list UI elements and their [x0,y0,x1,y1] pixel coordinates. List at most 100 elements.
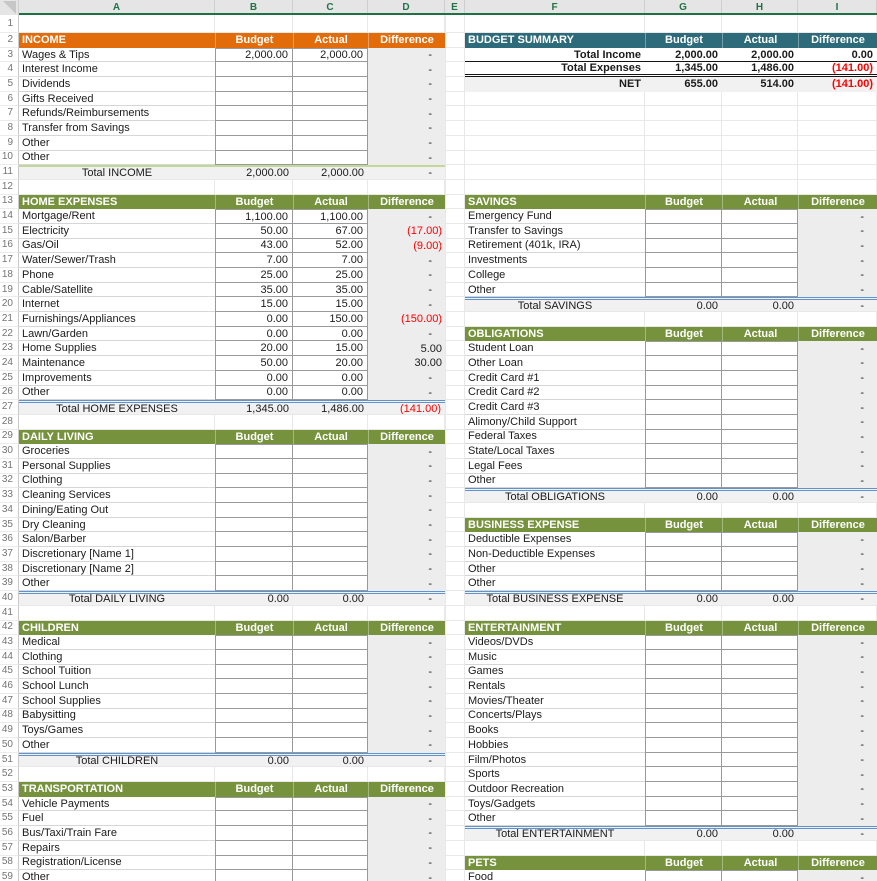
total-label-A11[interactable]: Total INCOME [19,165,215,180]
item-label-A5[interactable]: Dividends [19,77,215,92]
cell-E28[interactable] [445,414,465,430]
budget-cell-B18[interactable]: 25.00 [215,268,293,283]
actual-cell-C55[interactable] [293,811,368,827]
item-label-F38[interactable]: Other [465,562,645,577]
cell-E34[interactable] [445,503,465,518]
item-label-F54[interactable]: Toys/Gadgets [465,797,645,812]
item-label-A3[interactable]: Wages & Tips [19,48,215,63]
actual-cell-H45[interactable] [722,664,798,680]
item-label-A46[interactable]: School Lunch [19,679,215,694]
cell-A12[interactable] [19,179,215,195]
cell-E32[interactable] [445,473,465,489]
cell-E8[interactable] [445,121,465,136]
row-header-15[interactable]: 15 [0,223,19,239]
actual-cell-C19[interactable]: 35.00 [293,282,368,298]
item-label-F53[interactable]: Outdoor Recreation [465,782,645,797]
row-header-1[interactable]: 1 [0,15,19,33]
section-col-header-C42[interactable]: Actual [293,620,368,636]
budget-cell-G39[interactable] [645,576,722,592]
cell-E47[interactable] [445,693,465,709]
cell-E3[interactable] [445,47,465,63]
actual-cell-H39[interactable] [722,576,798,592]
row-header-10[interactable]: 10 [0,150,19,166]
item-label-F52[interactable]: Sports [465,767,645,783]
cell-H6[interactable] [722,91,798,107]
budget-cell-B35[interactable] [215,517,293,533]
actual-cell-C30[interactable] [293,444,368,459]
row-header-42[interactable]: 42 [0,620,19,636]
total-actual-H56[interactable]: 0.00 [722,826,798,841]
item-label-F14[interactable]: Emergency Fund [465,209,645,224]
row-header-23[interactable]: 23 [0,341,19,357]
cell-E24[interactable] [445,356,465,371]
cell-E10[interactable] [445,150,465,166]
cell-E21[interactable] [445,312,465,327]
item-label-F46[interactable]: Rentals [465,679,645,694]
actual-cell-H26[interactable] [722,385,798,401]
item-label-F29[interactable]: Federal Taxes [465,430,645,445]
row-header-22[interactable]: 22 [0,326,19,342]
row-header-57[interactable]: 57 [0,840,19,856]
difference-cell-I37[interactable]: - [798,547,877,562]
column-header-H[interactable]: H [722,0,798,15]
cell-E48[interactable] [445,708,465,724]
summary-actual-H3[interactable]: 2,000.00 [722,48,798,63]
item-label-A45[interactable]: School Tuition [19,665,215,680]
section-title-F13[interactable]: SAVINGS [465,194,645,210]
actual-cell-C23[interactable]: 15.00 [293,341,368,357]
cell-G11[interactable] [645,165,722,180]
item-label-A48[interactable]: Babysitting [19,709,215,724]
cell-G41[interactable] [645,605,722,621]
actual-cell-C58[interactable] [293,855,368,871]
cell-F12[interactable] [465,179,645,195]
item-label-F47[interactable]: Movies/Theater [465,694,645,709]
difference-cell-D5[interactable]: - [368,77,445,92]
cell-B12[interactable] [215,179,293,195]
item-label-A31[interactable]: Personal Supplies [19,459,215,474]
cell-F11[interactable] [465,165,645,180]
actual-cell-H46[interactable] [722,679,798,694]
budget-cell-B14[interactable]: 1,100.00 [215,209,293,224]
item-label-F49[interactable]: Books [465,723,645,738]
difference-cell-I14[interactable]: - [798,209,877,224]
summary-budget-G4[interactable]: 1,345.00 [645,62,722,78]
item-label-F55[interactable]: Other [465,811,645,827]
item-label-F50[interactable]: Hobbies [465,738,645,753]
difference-cell-D55[interactable]: - [368,811,445,827]
cell-G1[interactable] [645,15,722,33]
difference-cell-D38[interactable]: - [368,561,445,577]
actual-cell-C6[interactable] [293,91,368,107]
budget-cell-B48[interactable] [215,708,293,724]
difference-cell-D33[interactable]: - [368,488,445,503]
row-header-28[interactable]: 28 [0,414,19,430]
item-label-F30[interactable]: State/Local Taxes [465,444,645,459]
cell-G7[interactable] [645,106,722,122]
cell-G12[interactable] [645,179,722,195]
section-title-A42[interactable]: CHILDREN [19,620,215,636]
difference-cell-I15[interactable]: - [798,223,877,239]
budget-cell-B59[interactable] [215,870,293,881]
row-header-36[interactable]: 36 [0,532,19,548]
budget-cell-B23[interactable]: 20.00 [215,341,293,357]
row-header-12[interactable]: 12 [0,179,19,195]
cell-I34[interactable] [798,503,877,518]
section-col-header-H13[interactable]: Actual [722,194,798,210]
budget-cell-B31[interactable] [215,458,293,474]
budget-cell-G36[interactable] [645,532,722,548]
cell-E15[interactable] [445,223,465,239]
difference-cell-D24[interactable]: 30.00 [368,356,445,371]
cell-I8[interactable] [798,121,877,136]
item-label-F36[interactable]: Deductible Expenses [465,532,645,548]
cell-E36[interactable] [445,532,465,548]
item-label-F26[interactable]: Credit Card #2 [465,386,645,401]
difference-cell-D25[interactable]: - [368,370,445,386]
difference-cell-D16[interactable]: (9.00) [368,238,445,254]
budget-cell-G37[interactable] [645,547,722,562]
actual-cell-C56[interactable] [293,826,368,841]
actual-cell-C21[interactable]: 150.00 [293,312,368,327]
row-header-7[interactable]: 7 [0,106,19,122]
total-label-A40[interactable]: Total DAILY LIVING [19,591,215,606]
actual-cell-H47[interactable] [722,693,798,709]
difference-cell-D26[interactable]: - [368,385,445,401]
actual-cell-H25[interactable] [722,370,798,386]
